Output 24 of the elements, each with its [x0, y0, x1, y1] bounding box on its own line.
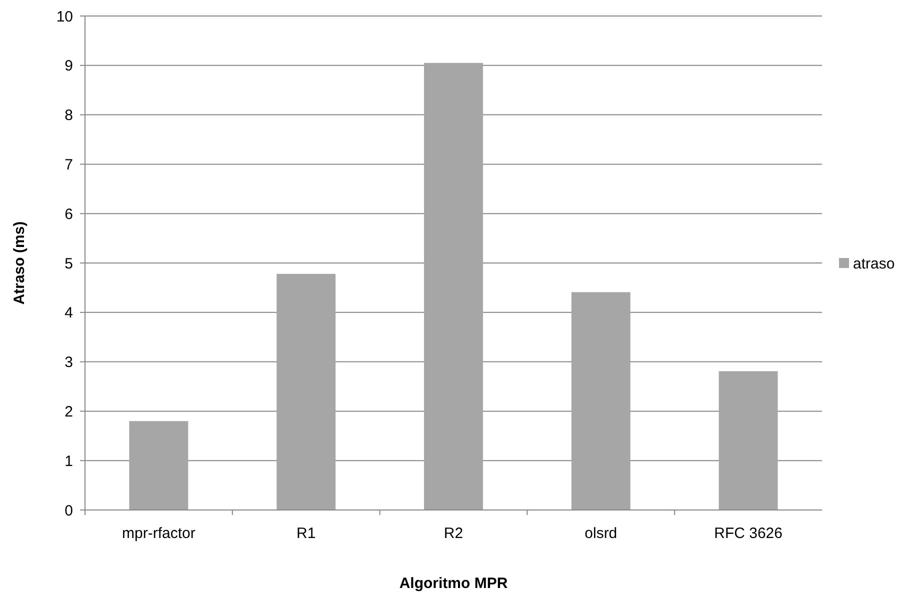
legend-label: atraso: [853, 255, 895, 272]
bar: [129, 421, 188, 510]
y-tick-label: 6: [64, 206, 73, 223]
y-tick-label: 10: [56, 8, 73, 26]
bar: [571, 292, 630, 510]
x-tick-label: R1: [296, 525, 316, 542]
y-tick-label: 7: [64, 156, 73, 174]
y-tick-label: 4: [64, 304, 73, 322]
x-tick-label: RFC 3626: [714, 525, 782, 542]
y-tick-label: 1: [64, 452, 73, 470]
bar: [424, 62, 483, 510]
y-tick-label: 0: [64, 502, 73, 520]
x-tick-label: olsrd: [584, 525, 618, 542]
y-tick-label: 3: [64, 354, 73, 372]
x-axis-title: Algoritmo MPR: [399, 575, 508, 592]
y-axis-title: Atraso (ms): [11, 221, 28, 305]
y-tick-label: 5: [64, 255, 73, 272]
bar: [276, 274, 336, 510]
y-tick-label: 9: [64, 58, 73, 75]
y-tick-label: 2: [64, 403, 73, 420]
x-tick-label: R2: [444, 525, 464, 542]
bar: [718, 371, 778, 510]
y-tick-label: 8: [64, 107, 73, 124]
x-tick-label: mpr-rfactor: [122, 525, 196, 542]
